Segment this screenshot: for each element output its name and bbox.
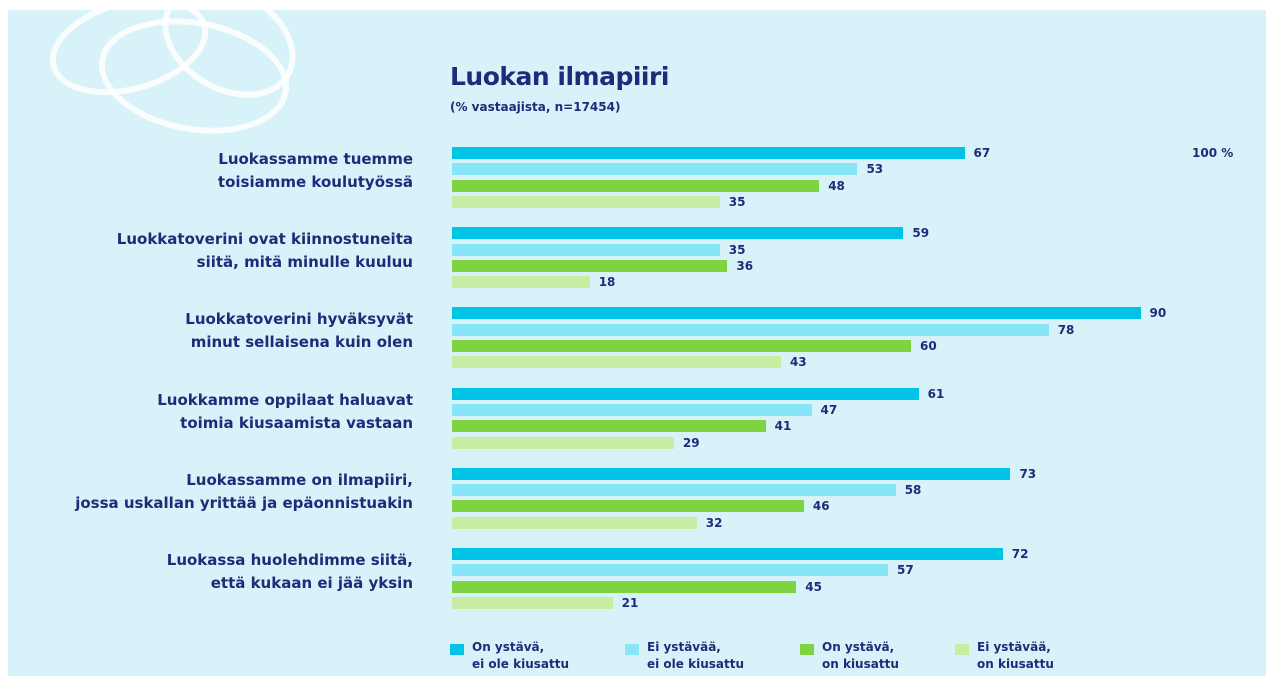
value-label: 90 (1149, 306, 1167, 321)
value-label: 18 (598, 275, 616, 290)
category-line: jossa uskallan yrittää ja epäonnistuakin (75, 493, 413, 512)
category-line: Luokassa huolehdimme siitä, (166, 551, 413, 569)
value-label: 61 (927, 386, 945, 401)
bar (452, 259, 728, 272)
value-label: 29 (682, 435, 700, 450)
value-label: 45 (805, 579, 822, 594)
category-line: Luokkatoverini ovat kiinnostuneita (116, 230, 413, 249)
bar (452, 420, 766, 433)
chart-title: Luokan ilmapiiri (450, 62, 669, 91)
value-label: 72 (1011, 547, 1029, 561)
value-label: 67 (973, 146, 991, 160)
value-label: 46 (812, 499, 830, 514)
category-label: Luokassa huolehdimme siitä, että kukaan e… (167, 549, 413, 595)
category-label: Luokkatoverini ovat kiinnostuneita siitä,… (117, 228, 413, 274)
bar (452, 227, 904, 240)
legend-line: ei ole kiusattu (472, 657, 569, 671)
bar (452, 340, 911, 352)
value-label: 73 (1019, 466, 1037, 481)
legend-label: Ei ystävää, ei ole kiusattu (647, 639, 744, 673)
bar (452, 548, 1003, 560)
legend-label: On ystävä, on kiusattu (822, 639, 899, 673)
value-label: 35 (728, 242, 746, 257)
bar (452, 484, 896, 497)
category-label: Luokkamme oppilaat haluavat toimia kiusaa… (157, 389, 413, 435)
category-line: Luokkatoverini hyväksyvät (185, 310, 413, 329)
legend-swatch (625, 644, 639, 655)
category-line: Luokassamme tuemme (218, 150, 413, 168)
legend-label: On ystävä, ei ole kiusattu (472, 639, 569, 673)
chart: Luokan ilmapiiri (% vastaajista, n=17454… (8, 10, 1266, 676)
bar (452, 243, 720, 256)
x-tick-label: 100 % (1192, 146, 1234, 160)
legend-line: ei ole kiusattu (647, 657, 744, 671)
bar (452, 387, 919, 400)
value-label: 53 (866, 162, 884, 177)
bar (452, 564, 889, 577)
category-line: toimia kiusaamista vastaan (180, 413, 413, 432)
value-label: 41 (774, 419, 792, 434)
category-line: Luokkamme oppilaat haluavat (157, 390, 413, 409)
value-label: 47 (820, 402, 838, 417)
category-line: Luokassamme on ilmapiiri, (186, 470, 413, 489)
legend-line: Ei ystävää, (977, 640, 1051, 654)
legend-swatch (955, 644, 969, 655)
chart-subtitle: (% vastaajista, n=17454) (450, 100, 621, 114)
bar (452, 307, 1141, 320)
value-label: 35 (728, 194, 746, 209)
category-label: Luokkatoverini hyväksyvät minut sellaisen… (185, 308, 413, 354)
bar (452, 467, 1011, 480)
legend-swatch (800, 644, 814, 655)
value-label: 78 (1057, 322, 1075, 337)
legend-label: Ei ystävää, on kiusattu (977, 639, 1054, 673)
category-label: Luokassamme tuemme toisiamme koulutyössä (218, 148, 413, 194)
bar (452, 195, 720, 208)
legend-line: Ei ystävää, (647, 640, 721, 654)
bar (452, 276, 590, 289)
legend-line: On ystävä, (822, 640, 895, 654)
bar (452, 596, 613, 609)
legend-line: on kiusattu (977, 657, 1054, 671)
category-line: siitä, mitä minulle kuuluu (196, 253, 413, 272)
value-label: 57 (897, 563, 914, 578)
value-label: 43 (789, 355, 807, 370)
legend-line: on kiusattu (822, 657, 899, 671)
bar (452, 323, 1049, 336)
bar (452, 147, 965, 159)
bar (452, 436, 674, 449)
category-line: minut sellaisena kuin olen (190, 333, 413, 352)
bar (452, 163, 858, 176)
legend-swatch (450, 644, 464, 655)
category-line: että kukaan ei jää yksin (210, 574, 413, 592)
bar (452, 403, 812, 416)
legend-line: On ystävä, (472, 640, 545, 654)
value-label: 58 (904, 483, 922, 498)
bar (452, 516, 697, 529)
value-label: 36 (736, 258, 754, 273)
bar (452, 179, 820, 192)
bar (452, 580, 797, 593)
bar (452, 356, 781, 369)
bar (452, 500, 804, 513)
category-label: Luokassamme on ilmapiiri, jossa uskallan … (75, 469, 413, 515)
value-label: 59 (912, 226, 930, 241)
value-label: 21 (621, 595, 639, 610)
value-label: 60 (920, 339, 937, 353)
category-line: toisiamme koulutyössä (217, 173, 413, 191)
value-label: 48 (828, 178, 845, 193)
value-label: 32 (705, 515, 723, 530)
